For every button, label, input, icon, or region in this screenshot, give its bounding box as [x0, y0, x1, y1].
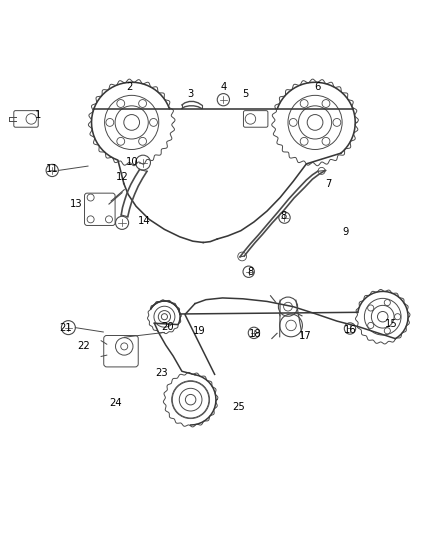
Text: 24: 24: [109, 398, 121, 408]
Text: 20: 20: [161, 322, 174, 332]
Text: 22: 22: [77, 341, 90, 351]
Text: 4: 4: [220, 82, 226, 92]
Text: 25: 25: [232, 402, 245, 412]
Text: 8: 8: [280, 211, 287, 221]
Text: 14: 14: [138, 216, 150, 226]
Text: 15: 15: [385, 319, 398, 329]
Text: 1: 1: [35, 110, 41, 119]
Text: 17: 17: [299, 332, 312, 341]
Text: 8: 8: [247, 266, 254, 277]
Text: 3: 3: [187, 89, 194, 99]
Text: 16: 16: [343, 325, 357, 335]
Text: 6: 6: [314, 83, 321, 93]
Text: 13: 13: [70, 199, 82, 209]
Text: 2: 2: [126, 83, 133, 93]
Text: 7: 7: [325, 179, 331, 189]
Text: 11: 11: [46, 164, 59, 174]
Text: 10: 10: [126, 157, 139, 167]
Text: 23: 23: [155, 368, 168, 378]
Text: 5: 5: [242, 89, 248, 99]
Text: 21: 21: [59, 324, 72, 334]
Text: 9: 9: [343, 228, 349, 237]
Text: 18: 18: [248, 329, 261, 339]
Text: 19: 19: [193, 326, 206, 336]
Text: 12: 12: [116, 172, 128, 182]
